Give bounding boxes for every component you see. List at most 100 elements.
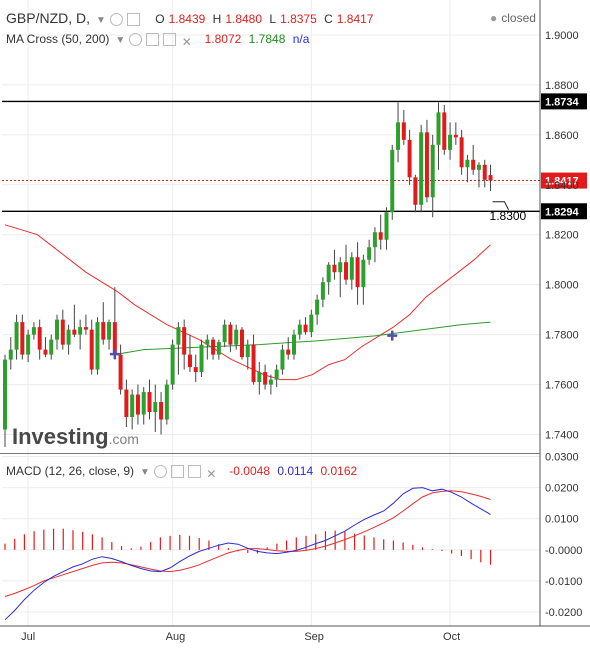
x-axis-labels: Jul Aug Sep Oct <box>21 631 460 643</box>
candle-body <box>222 324 227 343</box>
macd-series <box>4 487 492 621</box>
price-tick-label: 1.8800 <box>545 80 579 92</box>
candle-body <box>413 177 418 205</box>
cross-markers <box>109 330 398 360</box>
eye-icon[interactable] <box>129 33 143 46</box>
candle-body <box>436 112 441 145</box>
close-icon[interactable]: ✕ <box>181 35 192 49</box>
candle-body <box>378 232 383 240</box>
chevron-down-icon[interactable]: ▼ <box>96 15 106 26</box>
candle-body <box>367 247 372 260</box>
candle-body <box>442 112 447 150</box>
macd-legend: MACD (12, 26, close, 9) ▼ ✕ -0.0048 0.0114… <box>6 464 361 481</box>
candle-body <box>228 324 233 345</box>
close-icon[interactable]: ✕ <box>206 467 217 481</box>
candle-body <box>384 212 389 240</box>
candle-body <box>118 354 123 390</box>
gear-icon[interactable] <box>170 465 184 478</box>
y-axis-labels: 1.9000 1.8800 1.8600 1.8400 1.8200 1.8000 1.78… <box>545 30 582 619</box>
candle-body <box>176 327 181 345</box>
settings-icon[interactable] <box>187 465 201 478</box>
candle-body <box>419 132 424 205</box>
gear-icon[interactable] <box>146 33 160 46</box>
candle-body <box>245 344 250 358</box>
candle-body <box>424 132 429 198</box>
watermark-logo: Investing.com <box>12 424 139 449</box>
candle-body <box>315 299 320 315</box>
macd-tick-label: -0.0200 <box>545 607 582 619</box>
candle-body <box>344 262 349 280</box>
settings-icon[interactable] <box>163 33 177 46</box>
ma200-line <box>114 321 491 356</box>
ma200-value: 1.7848 <box>248 32 286 46</box>
candle-body <box>349 257 354 280</box>
level-lines: 1.8734 1.8294 1.8417 <box>2 93 587 220</box>
candle-body <box>83 327 88 330</box>
candle-body <box>135 394 140 415</box>
ma-extra-value: n/a <box>292 32 310 46</box>
ma-cross-marker <box>387 330 398 341</box>
candle-body <box>303 324 308 333</box>
candle-body <box>286 349 291 355</box>
candle-body <box>453 134 458 138</box>
macd-tick-label: -0.0100 <box>545 576 582 588</box>
chevron-down-icon[interactable]: ▼ <box>140 467 150 478</box>
annotation: 1.8300 <box>490 201 527 223</box>
candle-body <box>20 322 25 355</box>
annotation-line <box>492 201 509 210</box>
candle-body <box>107 322 112 340</box>
market-status: ● closed <box>490 11 540 25</box>
chevron-down-icon[interactable]: ▼ <box>115 35 126 46</box>
price-tick-label: 1.8200 <box>545 230 579 242</box>
level-label-box <box>541 203 587 220</box>
open-value: 1.8439 <box>168 12 206 26</box>
candle-body <box>355 257 360 288</box>
candle-body <box>372 232 377 248</box>
macd-hist-value: -0.0048 <box>229 464 270 478</box>
candle-body <box>401 122 406 140</box>
price-tick-label: 1.8600 <box>545 130 579 142</box>
candle-body <box>55 319 60 340</box>
macd-signal-value: 0.0162 <box>320 464 358 478</box>
status-label: closed <box>501 11 536 25</box>
level-label-box <box>541 172 587 189</box>
candle-body <box>31 327 36 335</box>
high-label: H <box>212 12 222 26</box>
macd-tick-label: 0.0200 <box>545 483 579 495</box>
ma50-value: 1.8072 <box>204 32 242 46</box>
candle-body <box>280 349 285 370</box>
candle-body <box>396 122 401 150</box>
candle-body <box>124 389 129 418</box>
close-label: C <box>324 12 333 26</box>
candle-body <box>488 175 493 181</box>
candle-body <box>476 164 481 170</box>
annotation-label: 1.8300 <box>490 209 527 223</box>
eye-icon[interactable] <box>109 13 123 26</box>
gear-icon[interactable] <box>126 13 140 26</box>
price-tick-label: 1.9000 <box>545 30 579 42</box>
candle-body <box>78 327 83 335</box>
level-label: 1.8734 <box>545 96 580 108</box>
symbol-label: GBP/NZD, D, <box>6 10 91 26</box>
ma-legend: MA Cross (50, 200) ▼ ✕ 1.8072 1.7848 n/a <box>6 32 313 49</box>
candle-body <box>465 159 470 168</box>
candle-body <box>3 359 7 430</box>
time-tick-label: Sep <box>304 631 324 643</box>
eye-icon[interactable] <box>153 465 167 478</box>
candle-body <box>101 322 106 340</box>
candle-body <box>471 159 476 170</box>
candle-body <box>257 372 262 383</box>
candle-body <box>187 354 192 368</box>
candle-body <box>326 264 331 283</box>
candle-body <box>268 379 273 385</box>
macd-tick-label: 0.0100 <box>545 514 579 526</box>
candle-body <box>338 262 343 273</box>
level-label: 1.8417 <box>545 176 579 188</box>
macd-line <box>4 487 491 621</box>
time-tick-label: Aug <box>166 631 186 643</box>
candle-body <box>297 324 302 335</box>
candle-body <box>407 139 412 178</box>
price-tick-label: 1.7800 <box>545 330 579 342</box>
candle-body <box>234 329 239 345</box>
